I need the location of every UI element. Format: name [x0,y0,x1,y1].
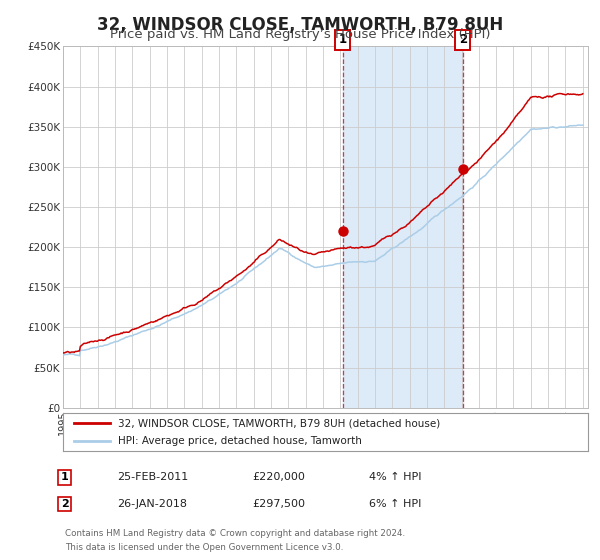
Text: 1: 1 [339,34,347,46]
Text: 32, WINDSOR CLOSE, TAMWORTH, B79 8UH: 32, WINDSOR CLOSE, TAMWORTH, B79 8UH [97,16,503,34]
Text: 1: 1 [61,472,68,482]
Text: Price paid vs. HM Land Registry’s House Price Index (HPI): Price paid vs. HM Land Registry’s House … [110,28,490,41]
Text: This data is licensed under the Open Government Licence v3.0.: This data is licensed under the Open Gov… [65,543,343,552]
Text: 6% ↑ HPI: 6% ↑ HPI [369,499,421,509]
Text: £220,000: £220,000 [252,472,305,482]
Text: 2: 2 [458,34,467,46]
Text: 26-JAN-2018: 26-JAN-2018 [117,499,187,509]
Text: 2: 2 [61,499,68,509]
Text: £297,500: £297,500 [252,499,305,509]
Text: 25-FEB-2011: 25-FEB-2011 [117,472,188,482]
Text: 4% ↑ HPI: 4% ↑ HPI [369,472,421,482]
Text: HPI: Average price, detached house, Tamworth: HPI: Average price, detached house, Tamw… [118,436,362,446]
Text: 32, WINDSOR CLOSE, TAMWORTH, B79 8UH (detached house): 32, WINDSOR CLOSE, TAMWORTH, B79 8UH (de… [118,418,440,428]
Text: Contains HM Land Registry data © Crown copyright and database right 2024.: Contains HM Land Registry data © Crown c… [65,529,405,538]
Bar [343,46,463,408]
